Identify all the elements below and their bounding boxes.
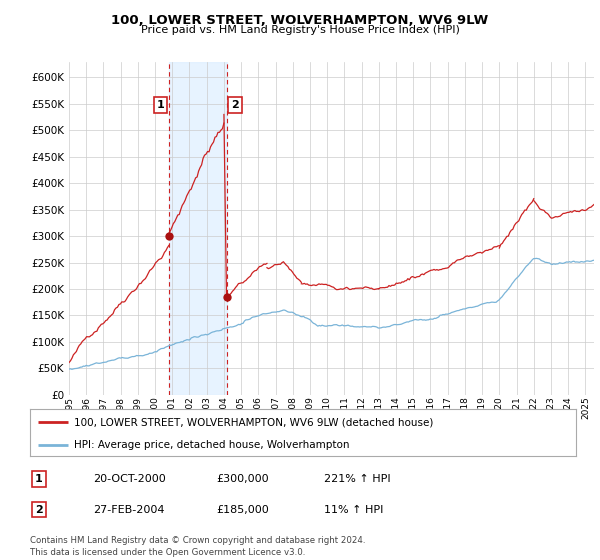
Text: Contains HM Land Registry data © Crown copyright and database right 2024.
This d: Contains HM Land Registry data © Crown c… [30,536,365,557]
Text: 1: 1 [157,100,164,110]
Text: 100, LOWER STREET, WOLVERHAMPTON, WV6 9LW (detached house): 100, LOWER STREET, WOLVERHAMPTON, WV6 9L… [74,417,433,427]
Text: 27-FEB-2004: 27-FEB-2004 [93,505,164,515]
Text: 2: 2 [35,505,43,515]
Text: £300,000: £300,000 [216,474,269,484]
Text: 2: 2 [231,100,239,110]
Bar [169,62,227,395]
Text: 1: 1 [35,474,43,484]
Text: 100, LOWER STREET, WOLVERHAMPTON, WV6 9LW: 100, LOWER STREET, WOLVERHAMPTON, WV6 9L… [112,14,488,27]
Text: £185,000: £185,000 [216,505,269,515]
Text: 221% ↑ HPI: 221% ↑ HPI [324,474,391,484]
Text: Price paid vs. HM Land Registry's House Price Index (HPI): Price paid vs. HM Land Registry's House … [140,25,460,35]
Text: 11% ↑ HPI: 11% ↑ HPI [324,505,383,515]
Text: 20-OCT-2000: 20-OCT-2000 [93,474,166,484]
Text: HPI: Average price, detached house, Wolverhampton: HPI: Average price, detached house, Wolv… [74,440,349,450]
